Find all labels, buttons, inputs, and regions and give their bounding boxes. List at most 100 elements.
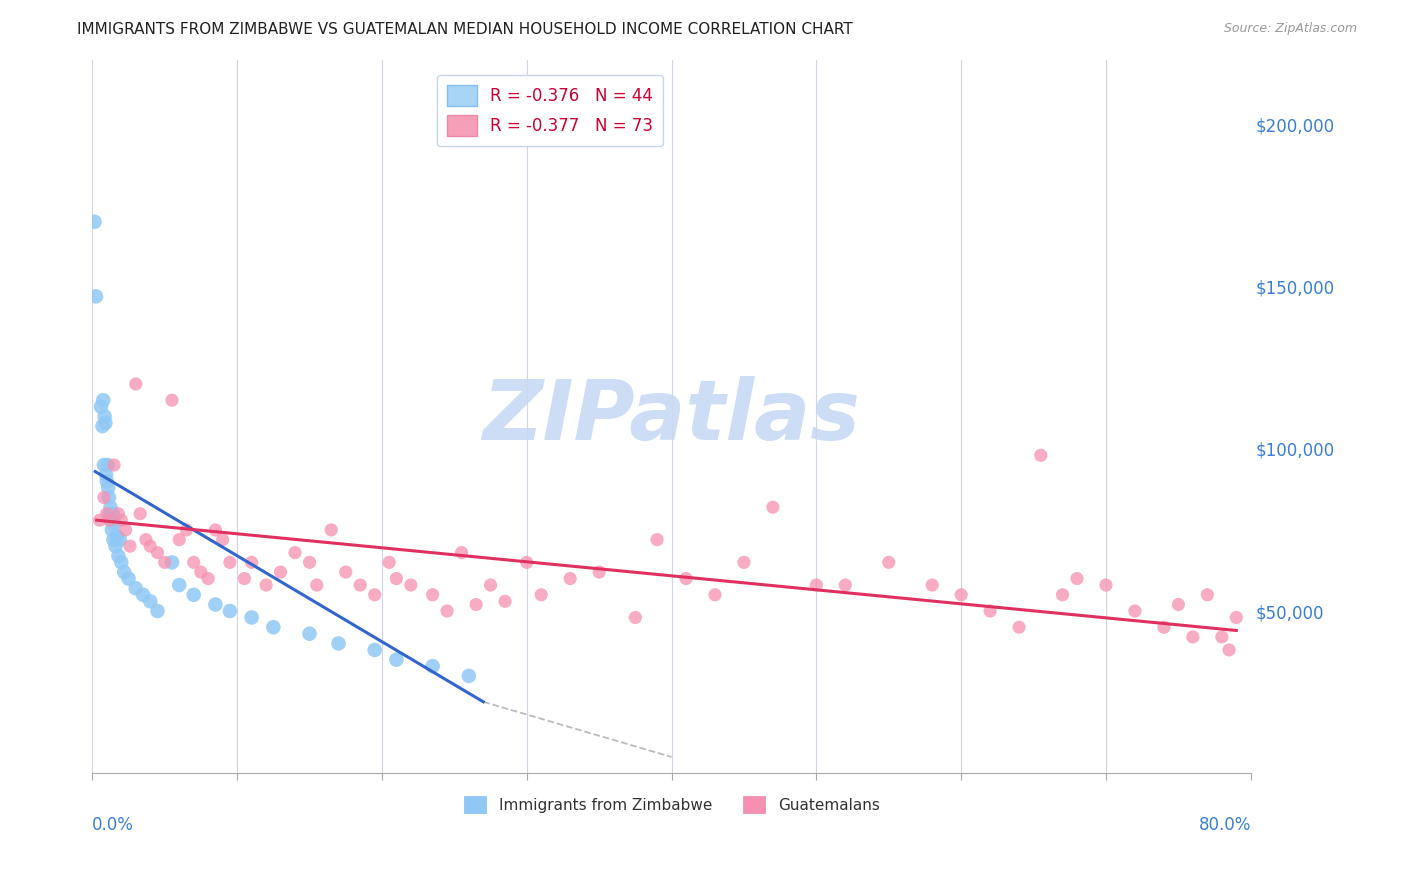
Point	[762, 500, 785, 515]
Point	[104, 539, 127, 553]
Point	[1008, 620, 1031, 634]
Point	[457, 669, 479, 683]
Point	[114, 523, 136, 537]
Point	[588, 565, 610, 579]
Point	[321, 523, 343, 537]
Point	[105, 529, 128, 543]
Point	[240, 555, 263, 569]
Point	[94, 416, 117, 430]
Point	[436, 604, 458, 618]
Point	[103, 533, 125, 547]
Point	[530, 588, 553, 602]
Point	[1066, 572, 1088, 586]
Point	[89, 513, 111, 527]
Point	[349, 578, 371, 592]
Point	[254, 578, 277, 592]
Point	[1123, 604, 1146, 618]
Point	[328, 636, 350, 650]
Point	[733, 555, 755, 569]
Point	[262, 620, 284, 634]
Point	[96, 507, 118, 521]
Point	[1029, 448, 1052, 462]
Point	[167, 578, 190, 592]
Point	[240, 610, 263, 624]
Point	[139, 539, 162, 553]
Point	[1181, 630, 1204, 644]
Point	[204, 523, 226, 537]
Point	[91, 393, 114, 408]
Point	[516, 555, 538, 569]
Point	[1197, 588, 1219, 602]
Point	[197, 572, 219, 586]
Point	[103, 458, 125, 472]
Point	[125, 376, 148, 391]
Point	[364, 588, 387, 602]
Point	[211, 533, 233, 547]
Point	[93, 409, 115, 424]
Point	[399, 578, 422, 592]
Point	[364, 643, 387, 657]
Point	[118, 539, 141, 553]
Point	[129, 507, 152, 521]
Point	[153, 555, 176, 569]
Point	[90, 400, 112, 414]
Point	[98, 513, 121, 527]
Point	[139, 594, 162, 608]
Point	[806, 578, 828, 592]
Point	[465, 598, 488, 612]
Point	[950, 588, 973, 602]
Point	[183, 555, 205, 569]
Point	[298, 555, 321, 569]
Point	[378, 555, 401, 569]
Text: 0.0%: 0.0%	[93, 816, 134, 834]
Point	[219, 604, 242, 618]
Point	[645, 533, 668, 547]
Point	[107, 507, 129, 521]
Text: Source: ZipAtlas.com: Source: ZipAtlas.com	[1223, 22, 1357, 36]
Point	[979, 604, 1001, 618]
Point	[219, 555, 242, 569]
Point	[146, 604, 169, 618]
Point	[834, 578, 856, 592]
Point	[96, 458, 118, 472]
Point	[335, 565, 357, 579]
Point	[160, 555, 183, 569]
Point	[107, 549, 129, 563]
Point	[110, 555, 132, 569]
Point	[450, 546, 472, 560]
Point	[97, 481, 120, 495]
Point	[560, 572, 582, 586]
Point	[270, 565, 292, 579]
Point	[385, 572, 408, 586]
Point	[112, 565, 135, 579]
Text: ZIPatlas: ZIPatlas	[482, 376, 860, 457]
Point	[298, 626, 321, 640]
Point	[117, 572, 139, 586]
Point	[135, 533, 157, 547]
Point	[132, 588, 155, 602]
Point	[385, 653, 408, 667]
Point	[83, 215, 105, 229]
Point	[96, 475, 118, 489]
Point	[1095, 578, 1118, 592]
Point	[422, 659, 444, 673]
Point	[108, 533, 131, 547]
Point	[98, 491, 121, 505]
Point	[1167, 598, 1189, 612]
Point	[494, 594, 516, 608]
Point	[167, 533, 190, 547]
Point	[1211, 630, 1233, 644]
Point	[204, 598, 226, 612]
Point	[624, 610, 647, 624]
Point	[877, 555, 900, 569]
Point	[284, 546, 307, 560]
Point	[101, 507, 124, 521]
Point	[101, 523, 124, 537]
Text: 80.0%: 80.0%	[1198, 816, 1251, 834]
Point	[1225, 610, 1247, 624]
Point	[176, 523, 198, 537]
Point	[110, 513, 132, 527]
Point	[100, 513, 122, 527]
Point	[422, 588, 444, 602]
Point	[305, 578, 328, 592]
